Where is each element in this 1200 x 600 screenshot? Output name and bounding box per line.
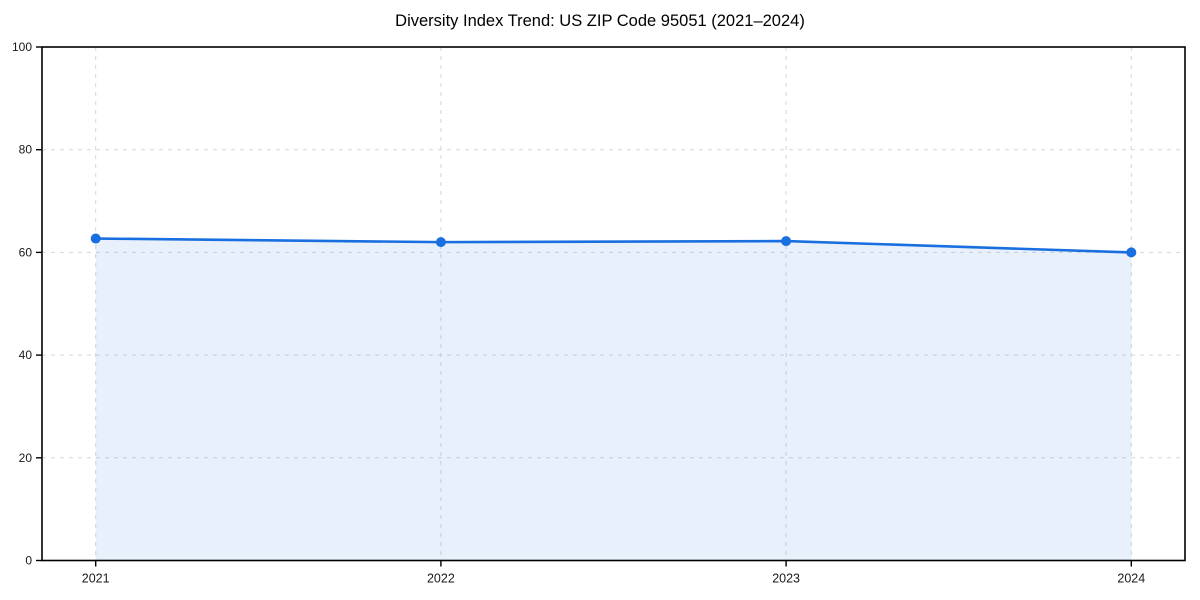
y-tick-label: 100 xyxy=(12,40,32,54)
x-tick-label: 2021 xyxy=(82,572,110,586)
data-point-marker xyxy=(90,233,101,244)
y-tick-label: 20 xyxy=(19,451,33,465)
data-point-marker xyxy=(781,236,792,247)
data-point-marker xyxy=(435,237,446,248)
y-tick-label: 60 xyxy=(19,245,33,259)
y-tick-label: 40 xyxy=(19,348,33,362)
chart-title: Diversity Index Trend: US ZIP Code 95051… xyxy=(395,12,805,30)
x-tick-label: 2024 xyxy=(1117,572,1145,586)
x-tick-label: 2022 xyxy=(427,572,455,586)
x-tick-label: 2023 xyxy=(772,572,800,586)
data-point-marker xyxy=(1126,247,1137,258)
plot-frame xyxy=(41,46,1186,562)
y-tick-label: 80 xyxy=(19,143,33,157)
trend-line xyxy=(94,237,1133,254)
area-fill xyxy=(95,238,1132,561)
y-tick-label: 0 xyxy=(25,554,32,568)
